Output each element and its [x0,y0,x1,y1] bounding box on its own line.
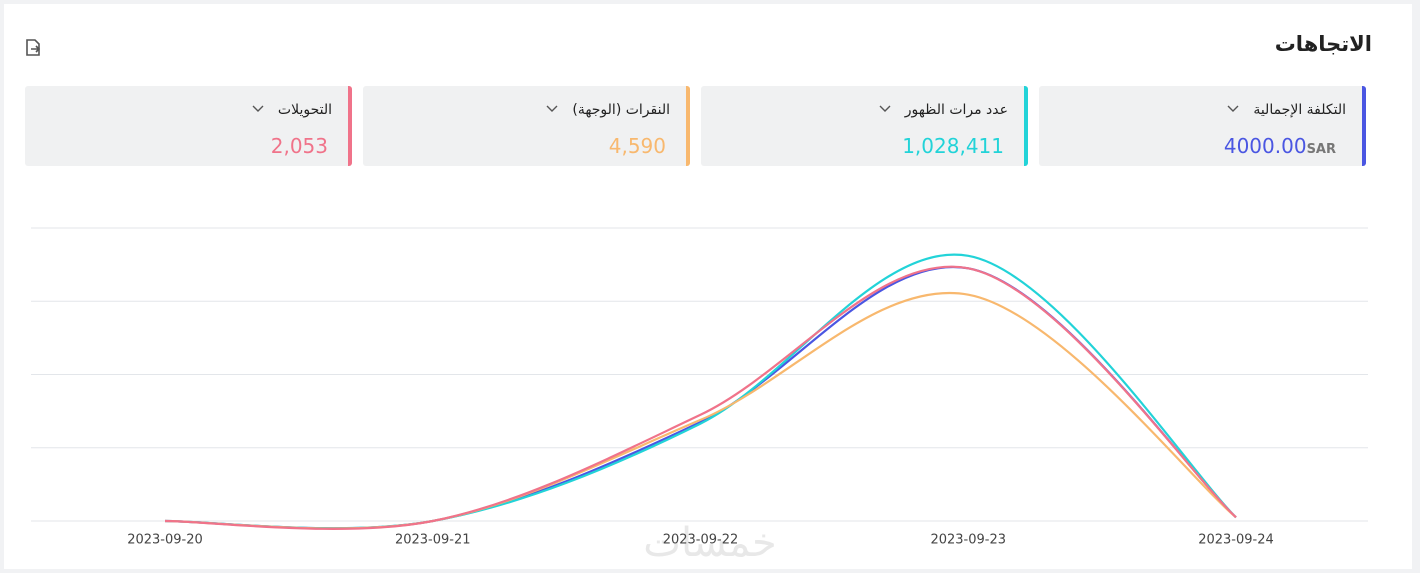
x-tick-label: 2023-09-22 [663,533,739,548]
export-icon[interactable] [24,38,42,58]
card-value: 1,028,411 [902,134,1004,158]
dropdown-chevron[interactable] [252,104,264,114]
x-tick-label: 2023-09-24 [1198,533,1274,548]
card-value: 2,053 [271,134,328,158]
card-value: 4,590 [609,134,666,158]
card-title: التحويلات [277,102,332,118]
x-tick-label: 2023-09-21 [395,533,471,548]
dropdown-chevron[interactable] [1227,104,1239,114]
card-title: عدد مرات الظهور [904,102,1008,118]
dropdown-chevron[interactable] [546,104,558,114]
card-total: 2,053 [270,134,328,158]
card-total: 4000.00 [1223,134,1307,158]
dropdown-chevron[interactable] [879,104,891,114]
x-tick-label: 2023-09-23 [930,533,1006,548]
watermark: خمسات [643,520,776,566]
x-tick-label: 2023-09-20 [127,533,203,548]
metric-card[interactable]: النقرات (الوجهة) 4,590 [363,86,690,166]
card-title: التكلفة الإجمالية [1253,102,1346,118]
series-line [164,265,1237,530]
chevron-path [879,105,891,112]
chevron-path [252,105,264,112]
series-line [164,253,1237,530]
metric-card[interactable]: التكلفة الإجمالية 4000.00SAR [1039,86,1366,166]
panel-title: الاتجاهات [1274,32,1372,56]
chevron-path [546,105,558,112]
metric-card[interactable]: التحويلات 2,053 [25,86,352,166]
card-total: 1,028,411 [902,134,1004,158]
series-line [164,265,1237,530]
panel: الاتجاهات التكلفة الإجمالية 4000.00SAR عدد… [4,4,1412,569]
card-unit: SAR [1306,142,1336,157]
card-total: 4,590 [608,134,666,158]
card-title: النقرات (الوجهة) [572,102,670,118]
metric-card[interactable]: عدد مرات الظهور 1,028,411 [701,86,1028,166]
chevron-path [1227,105,1239,112]
card-value: 4000.00SAR [1224,134,1342,158]
